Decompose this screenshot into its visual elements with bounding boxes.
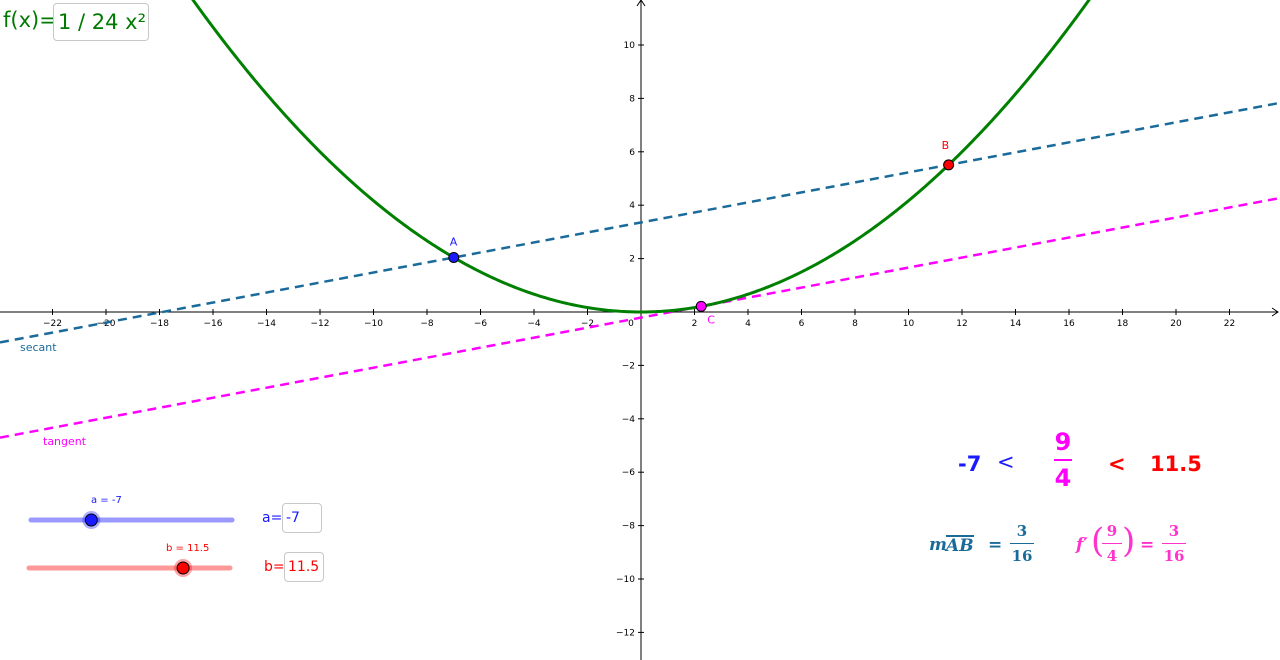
derivative-equals: = — [1140, 535, 1155, 555]
x-tick-label: −2 — [581, 319, 594, 329]
point-c-label: C — [707, 313, 715, 326]
y-tick-label: 2 — [629, 255, 635, 265]
input-a-label: a= — [262, 510, 283, 526]
x-tick-label: −22 — [43, 319, 62, 329]
x-tick-label: 2 — [692, 319, 698, 329]
x-tick-label: −18 — [150, 319, 169, 329]
slope-denominator: 16 — [1011, 547, 1033, 565]
x-tick-label: −16 — [204, 319, 223, 329]
y-tick-label: 6 — [629, 148, 635, 158]
function-input-box[interactable]: 1 / 24 x² — [53, 3, 149, 41]
argument-numerator: 9 — [1106, 522, 1118, 540]
derivative-argument-fraction: 9 4 — [1102, 522, 1122, 565]
point-c[interactable] — [695, 300, 707, 312]
slope-m: m — [929, 535, 947, 555]
x-tick-label: 22 — [1224, 319, 1235, 329]
point-a[interactable] — [448, 251, 460, 263]
input-b-field[interactable]: 11.5 — [284, 552, 324, 582]
y-tick-label: 4 — [629, 201, 635, 211]
x-tick-label: 14 — [1010, 319, 1022, 329]
x-tick-label: 4 — [745, 319, 751, 329]
slider-b-caption: b = 11.5 — [166, 543, 210, 554]
slider-a-handle[interactable] — [84, 513, 98, 527]
inequality-less-than-2: < — [1108, 452, 1126, 476]
slider-a-caption: a = -7 — [91, 495, 122, 506]
inequality-fraction-denominator: 4 — [1054, 464, 1072, 492]
x-tick-label: 8 — [852, 319, 858, 329]
inequality-middle-fraction: 9 4 — [1050, 428, 1076, 492]
derivative-fraction-bar — [1162, 543, 1186, 544]
y-axis-ticks: 10 8 6 4 2 −2 −4 −6 −8 −10 −12 — [616, 41, 644, 638]
x-tick-label: 6 — [799, 319, 805, 329]
y-tick-label: 10 — [624, 41, 636, 51]
x-tick-label: 10 — [903, 319, 915, 329]
slider-b-handle[interactable] — [176, 561, 190, 575]
left-paren: ( — [1091, 521, 1105, 561]
x-tick-label: −12 — [311, 319, 330, 329]
derivative-denominator: 16 — [1163, 547, 1185, 565]
x-tick-label: −4 — [527, 319, 541, 329]
x-tick-label: −20 — [97, 319, 116, 329]
inequality-left-value: -7 — [958, 452, 982, 476]
x-tick-label: 0 — [628, 319, 634, 329]
y-tick-label: −8 — [622, 522, 636, 532]
right-paren: ) — [1122, 521, 1136, 561]
input-b-label: b= — [264, 559, 285, 575]
input-a-field[interactable]: -7 — [282, 503, 322, 533]
tangent-line[interactable] — [0, 196, 1280, 439]
point-a-label: A — [450, 235, 458, 248]
segment-ab: AB — [946, 535, 974, 556]
y-tick-label: −12 — [616, 628, 635, 638]
x-tick-label: −8 — [420, 319, 434, 329]
y-axis-arrow — [636, 0, 646, 7]
function-input-label: f(x)= — [3, 8, 57, 32]
inequality-right-value: 11.5 — [1150, 452, 1202, 476]
y-tick-label: −6 — [622, 468, 636, 478]
x-axis-arrow — [1271, 307, 1279, 317]
derivative-fraction: 3 16 — [1162, 522, 1186, 565]
y-tick-label: 8 — [629, 94, 635, 104]
argument-denominator: 4 — [1106, 547, 1118, 565]
x-tick-label: 16 — [1063, 319, 1075, 329]
slope-fraction-bar — [1010, 543, 1034, 544]
point-b[interactable] — [943, 159, 955, 171]
tangent-label: tangent — [43, 435, 87, 448]
point-b-label: B — [942, 139, 950, 152]
y-tick-label: −10 — [616, 575, 635, 585]
argument-fraction-bar — [1102, 543, 1122, 544]
x-tick-label: −14 — [257, 319, 276, 329]
slope-numerator: 3 — [1016, 522, 1028, 540]
y-tick-label: −4 — [622, 415, 636, 425]
x-tick-label: 18 — [1117, 319, 1129, 329]
secant-label: secant — [20, 341, 57, 354]
function-graph-f[interactable] — [186, 0, 1096, 314]
slope-equals: = — [988, 535, 1003, 555]
x-tick-label: 12 — [956, 319, 967, 329]
inequality-less-than-1: < — [997, 450, 1015, 474]
x-tick-label: 20 — [1170, 319, 1182, 329]
inequality-fraction-bar — [1054, 459, 1072, 461]
inequality-fraction-numerator: 9 — [1054, 428, 1072, 456]
secant-line[interactable] — [0, 101, 1280, 344]
derivative-numerator: 3 — [1168, 522, 1180, 540]
slope-fraction: 3 16 — [1010, 522, 1034, 565]
derivative-function: f′ — [1076, 535, 1088, 555]
x-tick-label: −10 — [364, 319, 383, 329]
x-tick-label: −6 — [474, 319, 488, 329]
y-tick-label: −2 — [622, 361, 635, 371]
